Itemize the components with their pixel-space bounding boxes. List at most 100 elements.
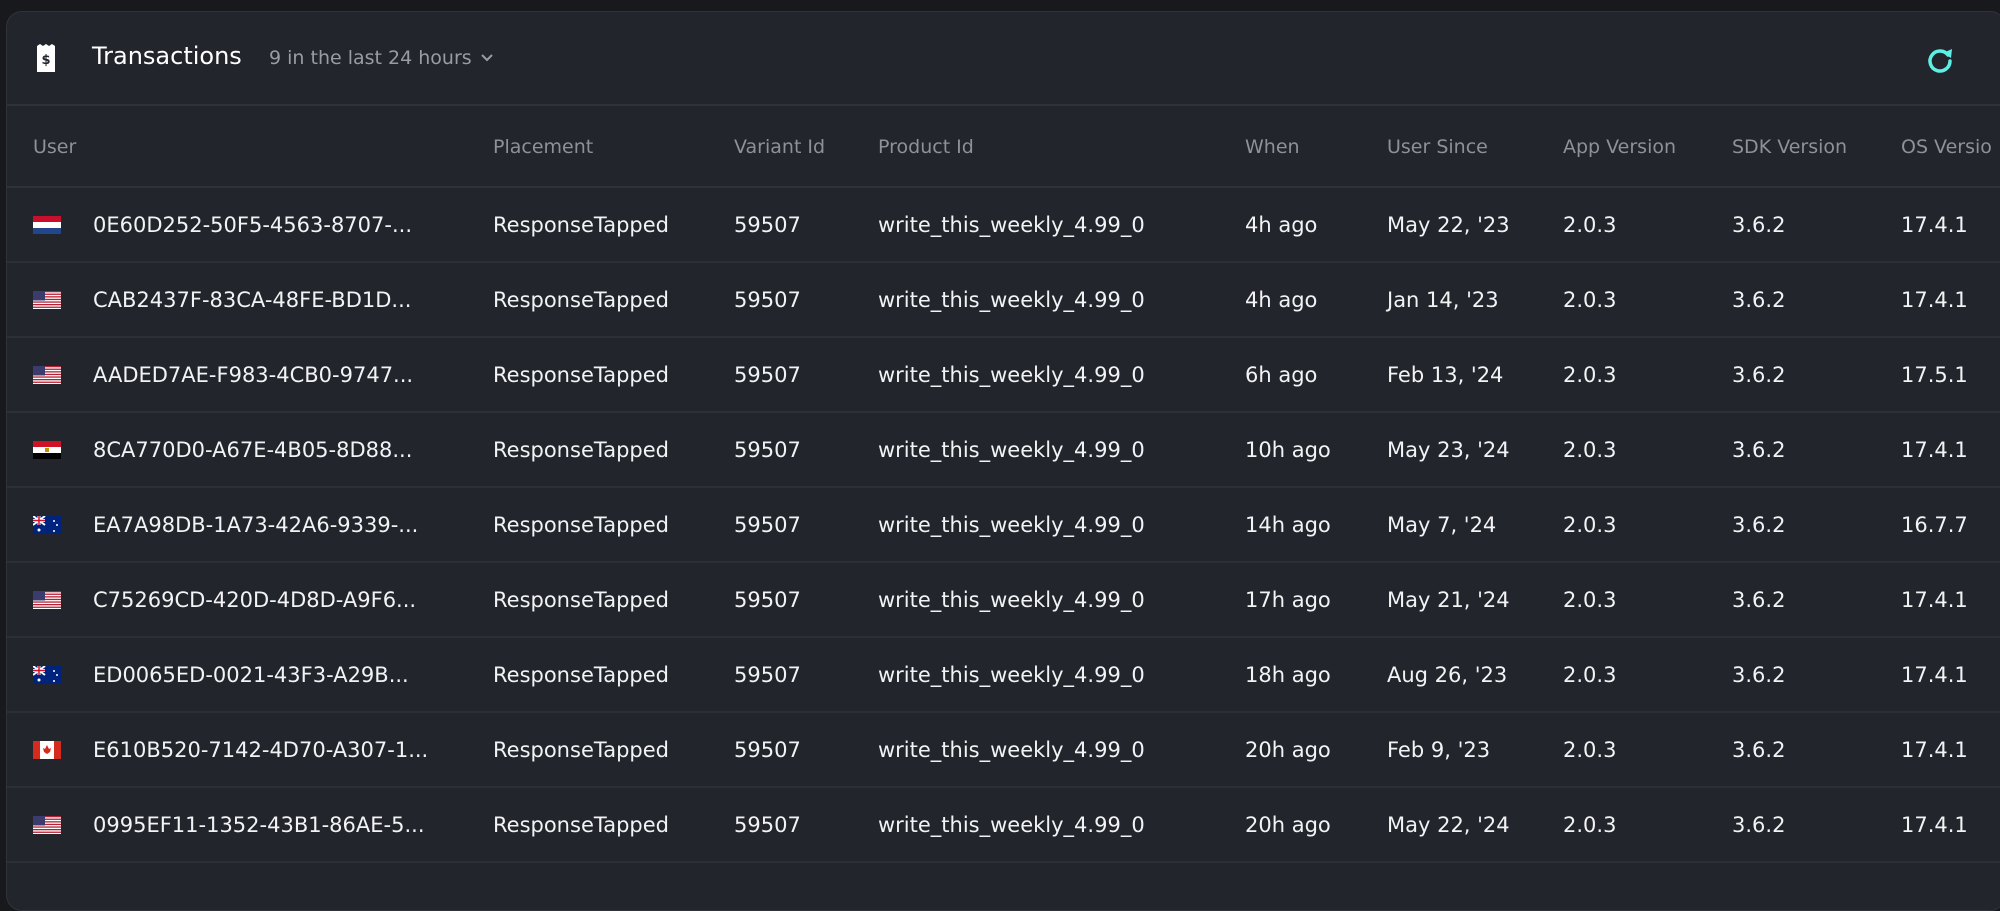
cell-app-version: 2.0.3 (1563, 787, 1732, 863)
column-header-app-version[interactable]: App Version (1563, 108, 1732, 188)
column-header-product-id[interactable]: Product Id (878, 108, 1245, 188)
cell-user-since: May 21, '24 (1387, 562, 1563, 638)
cell-sdk-version: 3.6.2 (1732, 187, 1901, 263)
table-row[interactable]: EA7A98DB-1A73-42A6-9339-... ResponseTappe… (7, 487, 2000, 563)
cell-user-since: Feb 13, '24 (1387, 337, 1563, 413)
cell-user-since: May 23, '24 (1387, 412, 1563, 488)
cell-app-version: 2.0.3 (1563, 262, 1732, 338)
cell-os-version: 17.4.1 (1901, 562, 2000, 638)
cell-user[interactable]: 8CA770D0-A67E-4B05-8D88... (7, 412, 493, 488)
cell-when: 20h ago (1245, 787, 1387, 863)
cell-placement: ResponseTapped (493, 787, 734, 863)
cell-placement: ResponseTapped (493, 262, 734, 338)
cell-variant-id: 59507 (734, 337, 878, 413)
table-row[interactable]: C75269CD-420D-4D8D-A9F6... ResponseTapped… (7, 562, 2000, 638)
flag-canada-icon (33, 741, 61, 759)
cell-product-id: write_this_weekly_4.99_0 (878, 412, 1245, 488)
cell-sdk-version: 3.6.2 (1732, 787, 1901, 863)
cell-variant-id: 59507 (734, 412, 878, 488)
cell-app-version: 2.0.3 (1563, 412, 1732, 488)
cell-os-version: 17.4.1 (1901, 712, 2000, 788)
flag-usa-icon (33, 816, 61, 834)
cell-placement: ResponseTapped (493, 712, 734, 788)
cell-user[interactable]: ED0065ED-0021-43F3-A29B... (7, 637, 493, 713)
cell-product-id: write_this_weekly_4.99_0 (878, 712, 1245, 788)
cell-when: 17h ago (1245, 562, 1387, 638)
cell-user[interactable]: C75269CD-420D-4D8D-A9F6... (7, 562, 493, 638)
column-header-when[interactable]: When (1245, 108, 1387, 188)
user-id[interactable]: 0995EF11-1352-43B1-86AE-5... (93, 813, 425, 837)
table-row[interactable]: ED0065ED-0021-43F3-A29B... ResponseTapped… (7, 637, 2000, 713)
panel-header: $ Transactions 9 in the last 24 hours (7, 12, 2000, 106)
cell-when: 18h ago (1245, 637, 1387, 713)
cell-product-id: write_this_weekly_4.99_0 (878, 487, 1245, 563)
cell-user-since: May 22, '24 (1387, 787, 1563, 863)
cell-user[interactable]: E610B520-7142-4D70-A307-1... (7, 712, 493, 788)
cell-user[interactable]: 0E60D252-50F5-4563-8707-... (7, 187, 493, 263)
table-row[interactable]: 8CA770D0-A67E-4B05-8D88... ResponseTapped… (7, 412, 2000, 488)
user-id[interactable]: 8CA770D0-A67E-4B05-8D88... (93, 438, 413, 462)
cell-sdk-version: 3.6.2 (1732, 337, 1901, 413)
transactions-table: User Placement Variant Id Product Id When Use… (7, 108, 2000, 863)
user-id[interactable]: CAB2437F-83CA-48FE-BD1D... (93, 288, 412, 312)
cell-sdk-version: 3.6.2 (1732, 637, 1901, 713)
cell-variant-id: 59507 (734, 712, 878, 788)
user-id[interactable]: AADED7AE-F983-4CB0-9747... (93, 363, 414, 387)
chevron-down-icon (480, 54, 493, 62)
cell-product-id: write_this_weekly_4.99_0 (878, 787, 1245, 863)
cell-placement: ResponseTapped (493, 637, 734, 713)
cell-product-id: write_this_weekly_4.99_0 (878, 187, 1245, 263)
table-row[interactable]: 0E60D252-50F5-4563-8707-... ResponseTappe… (7, 187, 2000, 263)
table-row[interactable]: AADED7AE-F983-4CB0-9747... ResponseTapped… (7, 337, 2000, 413)
receipt-icon: $ (37, 44, 55, 72)
user-id[interactable]: EA7A98DB-1A73-42A6-9339-... (93, 513, 419, 537)
time-range-dropdown[interactable]: 9 in the last 24 hours (269, 47, 494, 69)
cell-variant-id: 59507 (734, 262, 878, 338)
column-header-sdk-version[interactable]: SDK Version (1732, 108, 1901, 188)
cell-when: 6h ago (1245, 337, 1387, 413)
cell-sdk-version: 3.6.2 (1732, 712, 1901, 788)
flag-usa-icon (33, 291, 61, 309)
cell-placement: ResponseTapped (493, 337, 734, 413)
cell-variant-id: 59507 (734, 637, 878, 713)
cell-when: 14h ago (1245, 487, 1387, 563)
table-row[interactable]: E610B520-7142-4D70-A307-1... ResponseTapp… (7, 712, 2000, 788)
refresh-icon[interactable] (1925, 45, 1955, 75)
cell-when: 4h ago (1245, 262, 1387, 338)
flag-netherlands-icon (33, 216, 61, 234)
column-header-placement[interactable]: Placement (493, 108, 734, 188)
user-id[interactable]: C75269CD-420D-4D8D-A9F6... (93, 588, 417, 612)
cell-app-version: 2.0.3 (1563, 187, 1732, 263)
user-id[interactable]: 0E60D252-50F5-4563-8707-... (93, 213, 412, 237)
cell-os-version: 17.4.1 (1901, 412, 2000, 488)
column-header-user[interactable]: User (7, 108, 493, 188)
cell-when: 4h ago (1245, 187, 1387, 263)
cell-user[interactable]: 0995EF11-1352-43B1-86AE-5... (7, 787, 493, 863)
table-row[interactable]: 0995EF11-1352-43B1-86AE-5... ResponseTapp… (7, 787, 2000, 863)
table-row[interactable]: CAB2437F-83CA-48FE-BD1D... ResponseTapped… (7, 262, 2000, 338)
cell-when: 10h ago (1245, 412, 1387, 488)
cell-user[interactable]: EA7A98DB-1A73-42A6-9339-... (7, 487, 493, 563)
flag-usa-icon (33, 591, 61, 609)
cell-variant-id: 59507 (734, 787, 878, 863)
column-header-os-version[interactable]: OS Versio (1901, 108, 2000, 188)
cell-os-version: 17.4.1 (1901, 787, 2000, 863)
user-id[interactable]: ED0065ED-0021-43F3-A29B... (93, 663, 409, 687)
transactions-panel: $ Transactions 9 in the last 24 hours Us… (6, 11, 2000, 911)
column-header-user-since[interactable]: User Since (1387, 108, 1563, 188)
cell-os-version: 17.4.1 (1901, 187, 2000, 263)
cell-product-id: write_this_weekly_4.99_0 (878, 637, 1245, 713)
cell-variant-id: 59507 (734, 562, 878, 638)
cell-user[interactable]: CAB2437F-83CA-48FE-BD1D... (7, 262, 493, 338)
user-id[interactable]: E610B520-7142-4D70-A307-1... (93, 738, 429, 762)
cell-user[interactable]: AADED7AE-F983-4CB0-9747... (7, 337, 493, 413)
column-header-variant-id[interactable]: Variant Id (734, 108, 878, 188)
cell-placement: ResponseTapped (493, 187, 734, 263)
flag-egypt-icon (33, 441, 61, 459)
cell-variant-id: 59507 (734, 187, 878, 263)
cell-placement: ResponseTapped (493, 412, 734, 488)
cell-app-version: 2.0.3 (1563, 712, 1732, 788)
cell-app-version: 2.0.3 (1563, 562, 1732, 638)
cell-user-since: Feb 9, '23 (1387, 712, 1563, 788)
cell-sdk-version: 3.6.2 (1732, 262, 1901, 338)
